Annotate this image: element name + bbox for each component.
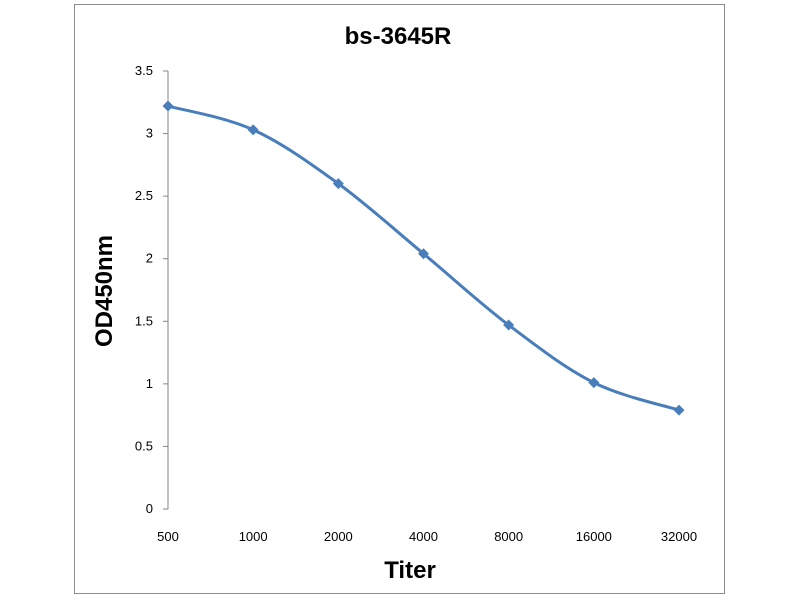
y-tick-label: 2.5	[135, 188, 153, 203]
x-tick-label: 8000	[494, 529, 523, 544]
y-tick-label: 3.5	[135, 63, 153, 78]
series-group	[162, 100, 685, 416]
y-tick-label: 0.5	[135, 438, 153, 453]
data-point-marker	[503, 319, 515, 331]
y-tick-label: 1.5	[135, 313, 153, 328]
x-axis-ticks: 500 1000 2000 4000 8000 16000 32000	[157, 529, 697, 544]
data-point-marker	[332, 178, 344, 190]
data-point-marker	[673, 404, 685, 416]
data-point-marker	[247, 124, 259, 136]
y-tick-label: 2	[146, 251, 153, 266]
y-axis-ticks: 0 0.5 1 1.5 2 2.5 3 3.5	[135, 63, 168, 516]
x-tick-label: 1000	[239, 529, 268, 544]
x-tick-label: 32000	[661, 529, 697, 544]
x-tick-label: 16000	[576, 529, 612, 544]
y-tick-label: 0	[146, 501, 153, 516]
chart-area	[74, 4, 725, 594]
x-tick-label: 500	[157, 529, 179, 544]
data-point-marker	[588, 377, 600, 389]
y-tick-label: 1	[146, 376, 153, 391]
data-point-marker	[162, 100, 174, 112]
x-axis-title: Titer	[384, 557, 436, 584]
chart-title: bs-3645R	[345, 23, 452, 50]
y-axis-title: OD450nm	[91, 235, 118, 347]
x-tick-label: 4000	[409, 529, 438, 544]
y-tick-label: 3	[146, 126, 153, 141]
data-point-marker	[418, 248, 429, 260]
x-tick-label: 2000	[324, 529, 353, 544]
